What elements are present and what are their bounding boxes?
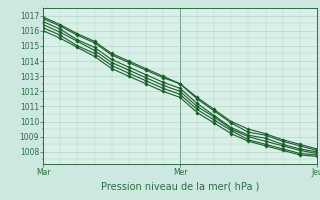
X-axis label: Pression niveau de la mer( hPa ): Pression niveau de la mer( hPa ) [101, 181, 259, 191]
